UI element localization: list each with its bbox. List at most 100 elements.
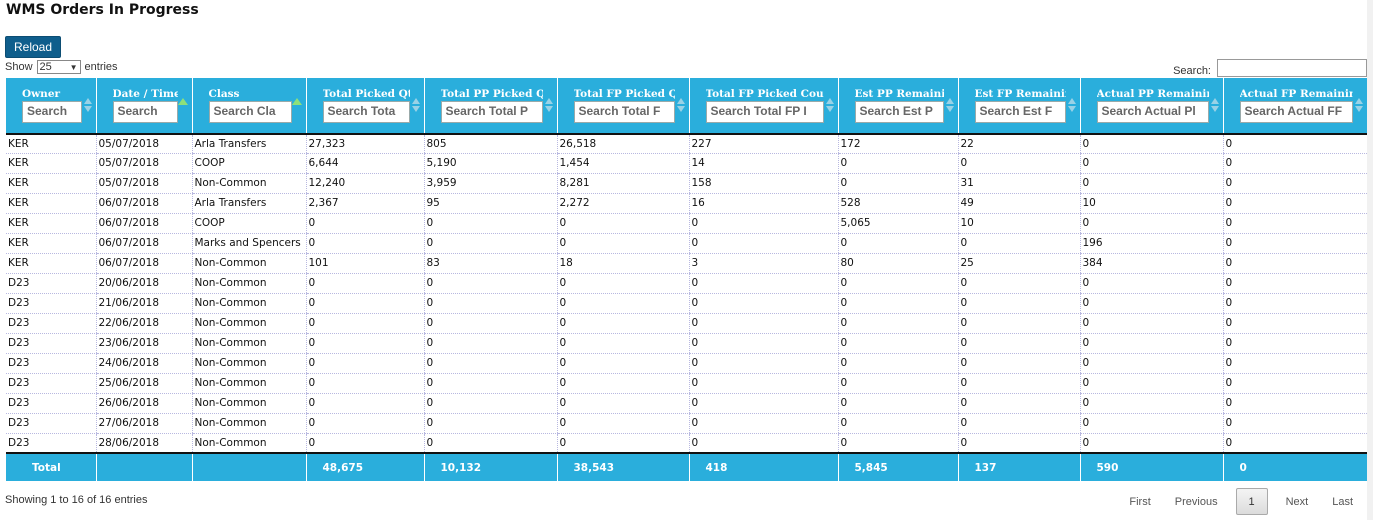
table-cell: 0 bbox=[957, 313, 1080, 334]
table-cell: 0 bbox=[1222, 213, 1367, 234]
column-header[interactable]: Total Picked Qty Search Tota bbox=[305, 78, 424, 135]
table-cell: 31 bbox=[957, 173, 1080, 194]
column-search-input[interactable]: Search Total P bbox=[440, 101, 543, 123]
column-search-input[interactable]: Search Total FP I bbox=[705, 101, 824, 123]
table-cell: 0 bbox=[688, 313, 838, 334]
table-row[interactable]: KER 05/07/2018 Arla Transfers 27,323 805 26,5… bbox=[6, 134, 1367, 154]
next-page-button[interactable]: Next bbox=[1285, 495, 1309, 508]
table-cell: 2,367 bbox=[305, 193, 424, 214]
table-cell: D23 bbox=[6, 313, 96, 334]
table-cell: D23 bbox=[6, 413, 96, 434]
sort-both-icon[interactable] bbox=[1067, 98, 1076, 114]
column-search-input[interactable]: Search Actual Pl bbox=[1096, 101, 1209, 123]
totals-label: Total bbox=[6, 452, 96, 481]
table-cell: 0 bbox=[688, 393, 838, 414]
column-search-input[interactable]: Search Tota bbox=[322, 101, 410, 123]
table-row[interactable]: KER 05/07/2018 Non-Common 12,240 3,959 8,281 1… bbox=[6, 173, 1367, 194]
column-search-input[interactable]: Search Est F bbox=[974, 101, 1066, 123]
table-cell: 0 bbox=[556, 333, 689, 354]
page-scrollbar[interactable] bbox=[1367, 0, 1373, 520]
pagination: First Previous 1 Next Last bbox=[1117, 488, 1365, 515]
sort-asc-icon[interactable] bbox=[291, 98, 302, 105]
table-cell: 0 bbox=[688, 233, 838, 254]
column-search-input[interactable]: Search Cla bbox=[208, 101, 292, 123]
table-cell: 0 bbox=[305, 413, 424, 434]
table-row[interactable]: D23 28/06/2018 Non-Common 0 0 0 0 0 0 0 0 bbox=[6, 433, 1367, 454]
table-cell: 3,959 bbox=[423, 173, 557, 194]
first-page-button[interactable]: First bbox=[1129, 495, 1151, 508]
orders-table: Owner Search Date / Time Search Class Search … bbox=[6, 78, 1367, 481]
column-header[interactable]: Date / Time Search bbox=[95, 78, 192, 135]
table-row[interactable]: D23 21/06/2018 Non-Common 0 0 0 0 0 0 0 0 bbox=[6, 293, 1367, 314]
previous-page-button[interactable]: Previous bbox=[1174, 495, 1218, 508]
table-row[interactable]: KER 06/07/2018 COOP 0 0 0 0 5,065 10 0 0 bbox=[6, 213, 1367, 234]
sort-both-icon[interactable] bbox=[411, 98, 420, 114]
sort-asc-icon[interactable] bbox=[177, 98, 188, 105]
sort-both-icon[interactable] bbox=[945, 98, 954, 114]
table-row[interactable]: D23 26/06/2018 Non-Common 0 0 0 0 0 0 0 0 bbox=[6, 393, 1367, 414]
table-cell: Non-Common bbox=[191, 393, 306, 414]
last-page-button[interactable]: Last bbox=[1332, 495, 1353, 508]
table-row[interactable]: D23 25/06/2018 Non-Common 0 0 0 0 0 0 0 0 bbox=[6, 373, 1367, 394]
column-search-input[interactable]: Search bbox=[112, 101, 178, 123]
table-cell: 0 bbox=[1222, 333, 1367, 354]
table-cell: KER bbox=[6, 213, 96, 234]
sort-both-icon[interactable] bbox=[1355, 98, 1363, 114]
table-cell: COOP bbox=[191, 213, 306, 234]
table-row[interactable]: D23 20/06/2018 Non-Common 0 0 0 0 0 0 0 0 bbox=[6, 273, 1367, 294]
table-row[interactable]: KER 06/07/2018 Arla Transfers 2,367 95 2,272 1… bbox=[6, 193, 1367, 214]
column-search-input[interactable]: Search bbox=[22, 101, 82, 123]
table-cell: 0 bbox=[556, 293, 689, 314]
column-header[interactable]: Total FP Picked Count Search Total FP I bbox=[688, 78, 838, 135]
table-cell: Non-Common bbox=[191, 313, 306, 334]
table-cell: 06/07/2018 bbox=[95, 213, 192, 234]
column-search-input[interactable]: Search Actual FF bbox=[1239, 101, 1353, 123]
column-search-input[interactable]: Search Est P bbox=[854, 101, 944, 123]
table-row[interactable]: KER 06/07/2018 Marks and Spencers 0 0 0 0 0 0 196… bbox=[6, 233, 1367, 254]
table-cell: Non-Common bbox=[191, 253, 306, 274]
table-row[interactable]: KER 05/07/2018 COOP 6,644 5,190 1,454 14 0 0 0 0 bbox=[6, 153, 1367, 174]
column-header-label: Total PP Picked Qty bbox=[440, 88, 543, 100]
global-search-input[interactable] bbox=[1217, 59, 1367, 77]
table-cell: 0 bbox=[423, 273, 557, 294]
table-cell: 0 bbox=[1222, 393, 1367, 414]
column-search-input[interactable]: Search Total F bbox=[573, 101, 675, 123]
table-cell: 0 bbox=[1079, 373, 1223, 394]
table-cell: 0 bbox=[1222, 313, 1367, 334]
sort-both-icon[interactable] bbox=[825, 98, 834, 114]
page-button-current[interactable]: 1 bbox=[1235, 488, 1268, 515]
table-cell: 0 bbox=[556, 233, 689, 254]
column-header[interactable]: Actual FP Remaining Search Actual FF bbox=[1222, 78, 1367, 135]
reload-button[interactable]: Reload bbox=[5, 36, 61, 58]
table-cell: 0 bbox=[305, 213, 424, 234]
table-cell: 0 bbox=[305, 393, 424, 414]
table-cell: Arla Transfers bbox=[191, 134, 306, 154]
sort-both-icon[interactable] bbox=[544, 98, 553, 114]
table-cell: 0 bbox=[837, 433, 958, 454]
table-cell: 0 bbox=[837, 413, 958, 434]
entries-per-page-select[interactable]: 25 ▼ bbox=[36, 60, 81, 74]
table-cell: Non-Common bbox=[191, 413, 306, 434]
table-cell: 0 bbox=[837, 393, 958, 414]
sort-both-icon[interactable] bbox=[83, 98, 92, 114]
table-row[interactable]: D23 24/06/2018 Non-Common 0 0 0 0 0 0 0 0 bbox=[6, 353, 1367, 374]
sort-both-icon[interactable] bbox=[676, 98, 685, 114]
table-cell: 0 bbox=[688, 433, 838, 454]
column-header[interactable]: Class Search Cla bbox=[191, 78, 306, 135]
table-cell: 196 bbox=[1079, 233, 1223, 254]
sort-both-icon[interactable] bbox=[1210, 98, 1219, 114]
table-row[interactable]: KER 06/07/2018 Non-Common 101 83 18 3 80 25 384 0 bbox=[6, 253, 1367, 274]
table-row[interactable]: D23 22/06/2018 Non-Common 0 0 0 0 0 0 0 0 bbox=[6, 313, 1367, 334]
table-cell: 0 bbox=[688, 293, 838, 314]
table-cell: 0 bbox=[556, 213, 689, 234]
table-cell: 0 bbox=[688, 273, 838, 294]
table-row[interactable]: D23 27/06/2018 Non-Common 0 0 0 0 0 0 0 0 bbox=[6, 413, 1367, 434]
column-header[interactable]: Owner Search bbox=[6, 78, 96, 135]
page-title: WMS Orders In Progress bbox=[6, 2, 199, 18]
table-row[interactable]: D23 23/06/2018 Non-Common 0 0 0 0 0 0 0 0 bbox=[6, 333, 1367, 354]
